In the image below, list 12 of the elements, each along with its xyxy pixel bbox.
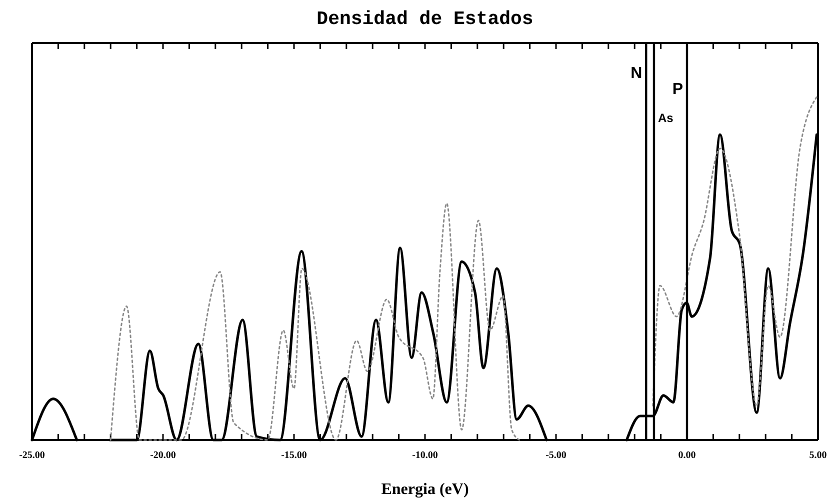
x-tick-label: -25.00 [19,450,45,461]
ref-line-label: N [630,65,642,82]
x-tick-label: -5.00 [546,450,566,461]
x-axis-title: Energia (eV) [381,481,469,498]
x-tick-label: 0.00 [678,450,696,461]
ref-line-label: P [672,81,684,98]
x-tick-label: -10.00 [412,450,438,461]
x-tick-label: 5.00 [809,450,827,461]
x-tick-label: -20.00 [150,450,176,461]
ref-line-label: As [658,111,674,125]
chart-title: Densidad de Estados [316,8,534,30]
x-tick-label: -15.00 [281,450,307,461]
